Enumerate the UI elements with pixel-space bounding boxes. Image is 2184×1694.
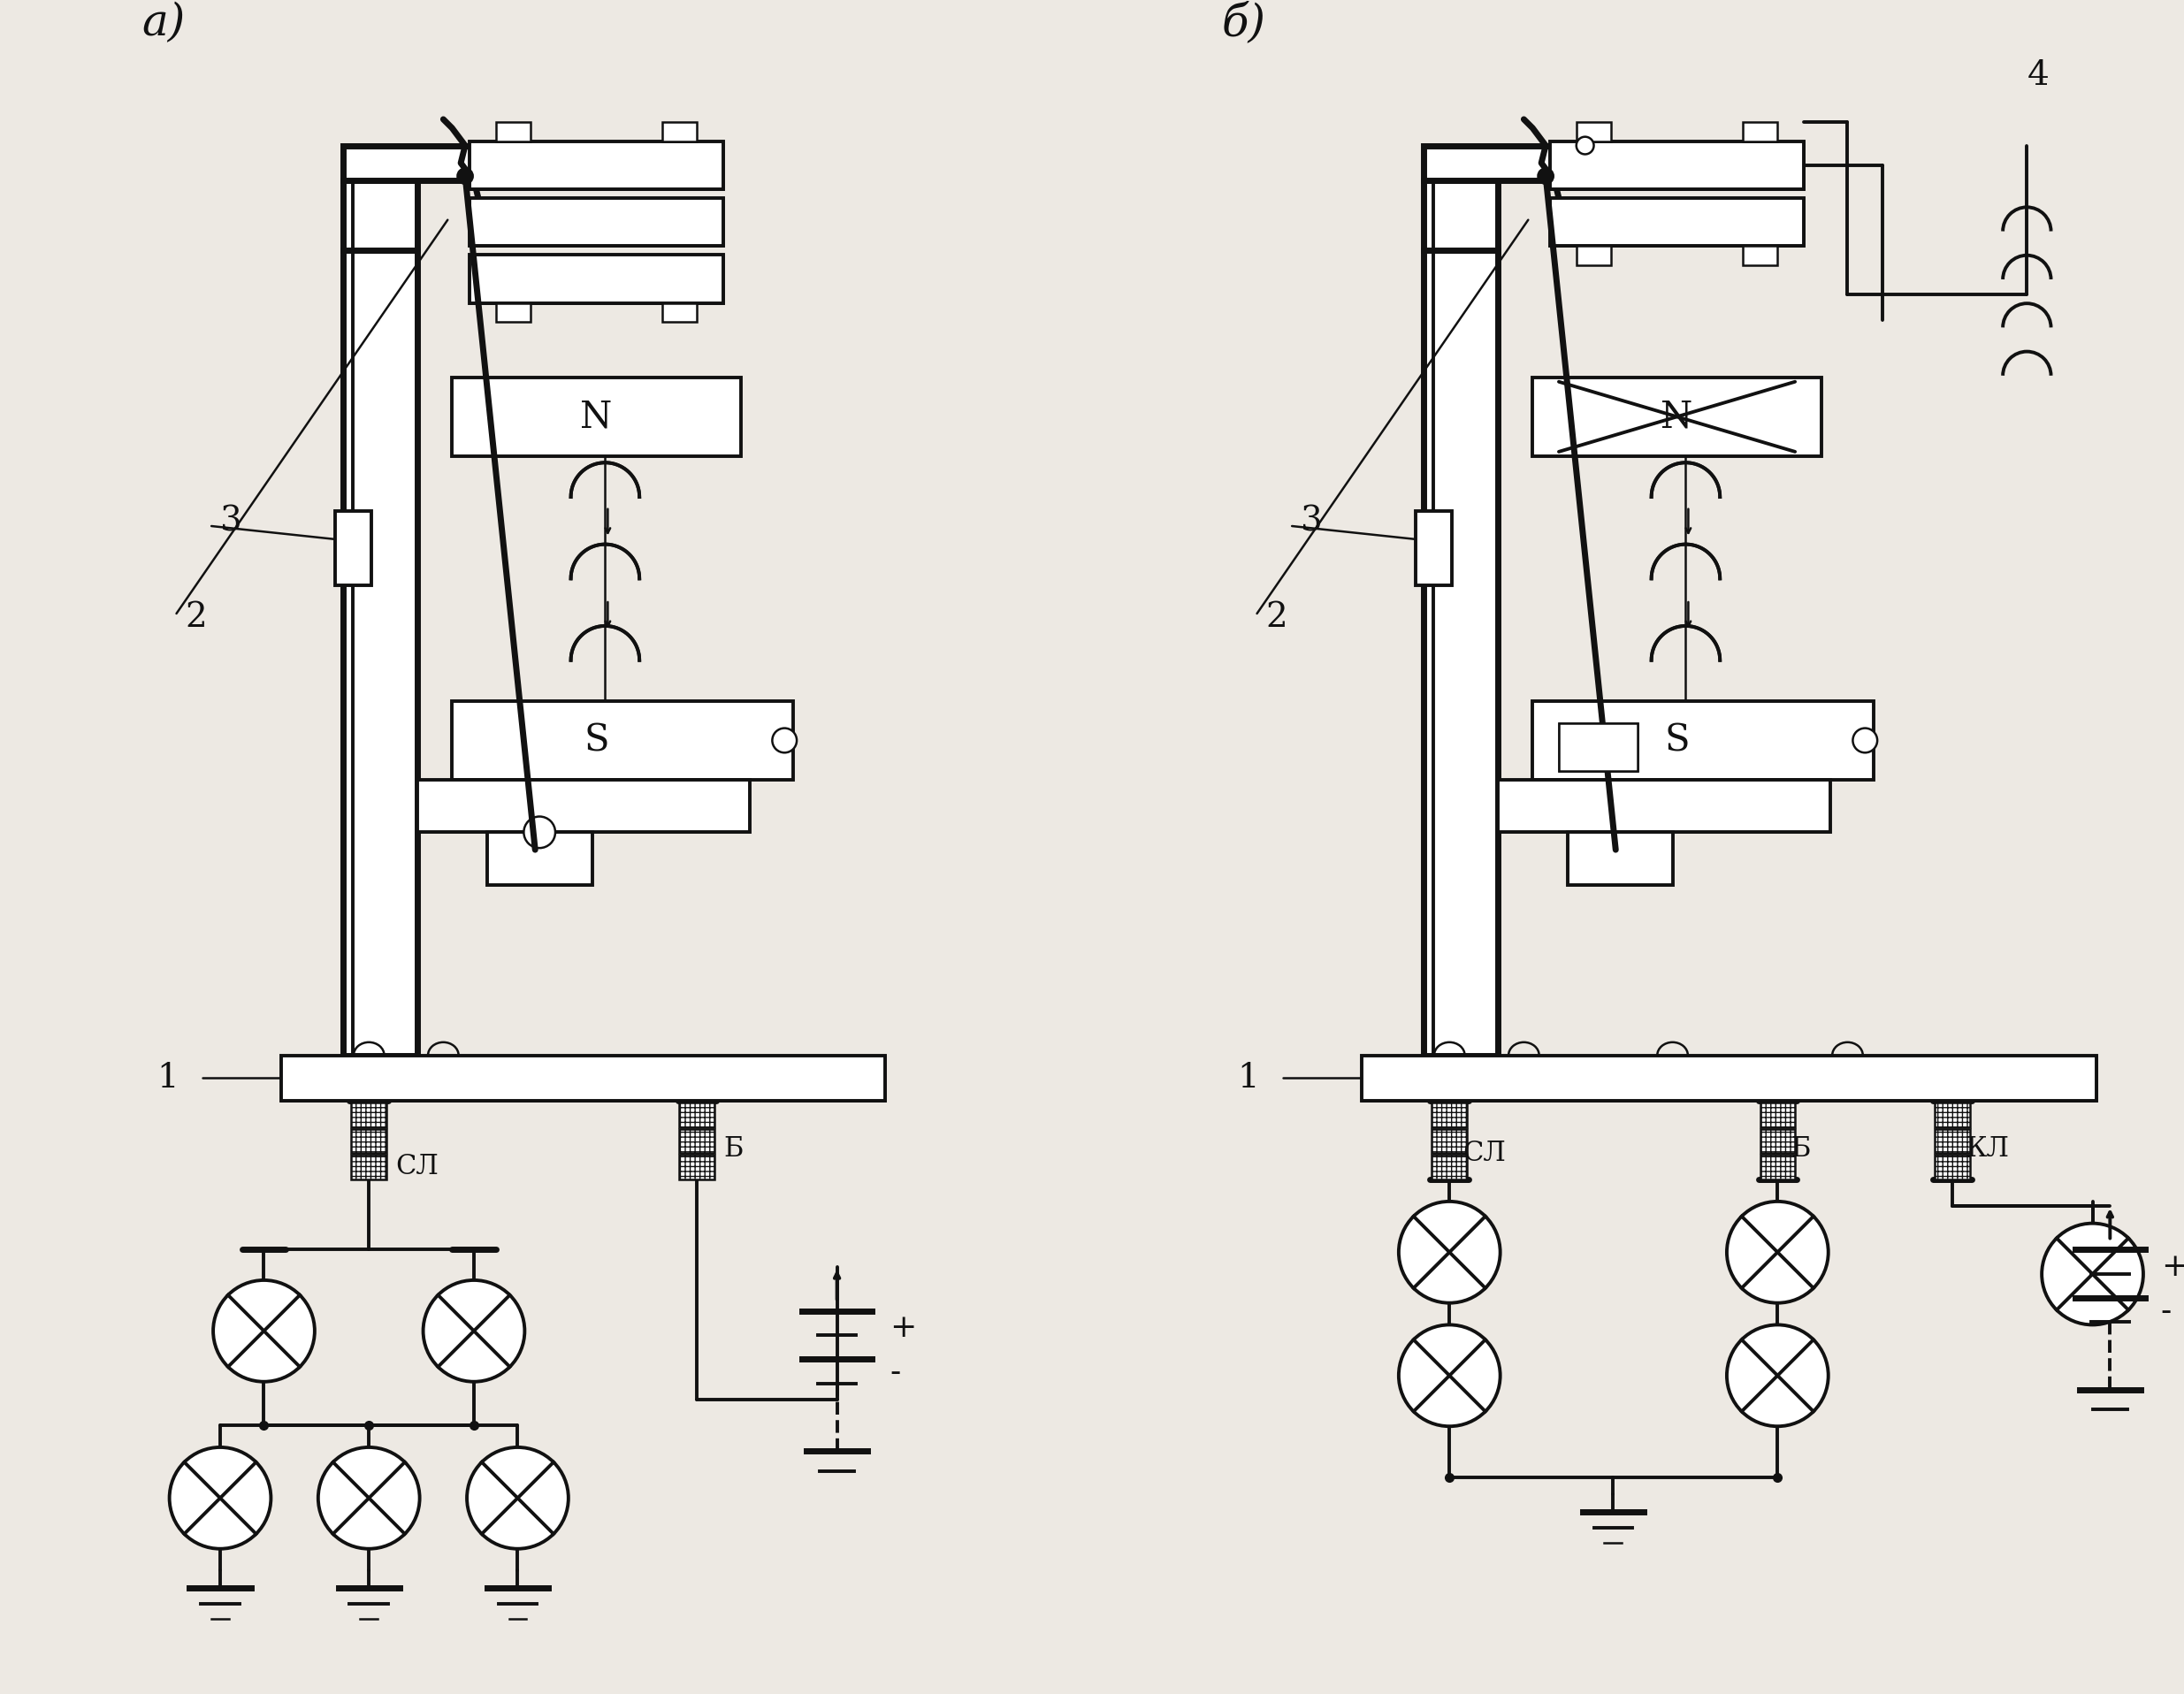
- Bar: [496, 122, 531, 141]
- Text: а): а): [142, 2, 186, 44]
- Bar: [343, 251, 417, 1055]
- Bar: [662, 303, 697, 322]
- Bar: [334, 512, 371, 584]
- Bar: [1533, 701, 1874, 779]
- Bar: [1551, 198, 1804, 246]
- Bar: [1433, 1103, 1468, 1127]
- Bar: [343, 181, 417, 251]
- Text: КЛ: КЛ: [1966, 1135, 2009, 1162]
- Bar: [470, 254, 723, 303]
- Bar: [1577, 122, 1612, 141]
- Bar: [1577, 246, 1612, 266]
- Text: N: N: [1660, 398, 1693, 435]
- Circle shape: [1398, 1325, 1500, 1426]
- Bar: [496, 303, 531, 322]
- Bar: [1424, 251, 1498, 1055]
- Circle shape: [1728, 1201, 1828, 1303]
- Circle shape: [1540, 169, 1553, 183]
- Bar: [470, 141, 723, 190]
- Text: -: -: [889, 1357, 900, 1387]
- Text: СЛ: СЛ: [1463, 1140, 1505, 1167]
- Bar: [1363, 1055, 2097, 1101]
- Bar: [1568, 832, 1673, 884]
- Text: +: +: [889, 1313, 917, 1343]
- Text: б): б): [1223, 2, 1267, 44]
- Text: 3: 3: [221, 505, 242, 539]
- Bar: [1533, 378, 1821, 456]
- Bar: [679, 1155, 714, 1179]
- Circle shape: [319, 1447, 419, 1548]
- Bar: [1551, 141, 1804, 190]
- Bar: [487, 832, 592, 884]
- Bar: [452, 378, 740, 456]
- Circle shape: [467, 1447, 568, 1548]
- Circle shape: [1852, 728, 1878, 752]
- Circle shape: [1398, 1201, 1500, 1303]
- Text: Б: Б: [1791, 1135, 1811, 1162]
- Bar: [470, 198, 723, 246]
- Bar: [282, 1055, 885, 1101]
- Bar: [1935, 1103, 1970, 1127]
- Circle shape: [214, 1281, 314, 1382]
- Circle shape: [773, 728, 797, 752]
- Circle shape: [2042, 1223, 2143, 1325]
- Bar: [343, 146, 679, 181]
- Bar: [1433, 1155, 1468, 1179]
- Text: S: S: [1664, 722, 1690, 759]
- Bar: [470, 141, 723, 190]
- Bar: [1935, 1155, 1970, 1179]
- Bar: [1743, 122, 1778, 141]
- Bar: [1424, 146, 1717, 181]
- Bar: [1498, 779, 1830, 832]
- Text: +: +: [2160, 1252, 2184, 1282]
- Circle shape: [1577, 137, 1594, 154]
- Bar: [1551, 198, 1804, 246]
- Circle shape: [1728, 1325, 1828, 1426]
- Bar: [1415, 512, 1452, 584]
- Text: 2: 2: [186, 601, 207, 634]
- Bar: [1743, 246, 1778, 266]
- Bar: [1935, 1128, 1970, 1154]
- Bar: [679, 1128, 714, 1154]
- Bar: [452, 701, 793, 779]
- Bar: [470, 254, 723, 303]
- Text: СЛ: СЛ: [395, 1152, 439, 1181]
- Bar: [352, 1128, 387, 1154]
- Bar: [1559, 723, 1638, 771]
- Circle shape: [170, 1447, 271, 1548]
- Bar: [352, 1155, 387, 1179]
- Bar: [1559, 723, 1638, 771]
- Bar: [282, 1055, 885, 1101]
- Text: 3: 3: [1302, 505, 1324, 539]
- Text: S: S: [583, 722, 609, 759]
- Bar: [470, 198, 723, 246]
- Bar: [662, 122, 697, 141]
- Circle shape: [424, 1281, 524, 1382]
- Text: 1: 1: [1238, 1062, 1260, 1094]
- Bar: [1363, 1055, 2097, 1101]
- Circle shape: [524, 817, 555, 849]
- Bar: [1760, 1155, 1795, 1179]
- Bar: [1433, 1128, 1468, 1154]
- Text: -: -: [2160, 1296, 2171, 1326]
- Bar: [1551, 141, 1804, 190]
- Bar: [679, 1103, 714, 1127]
- Text: 1: 1: [157, 1062, 179, 1094]
- Text: 2: 2: [1267, 601, 1289, 634]
- Bar: [1424, 181, 1498, 251]
- Bar: [1760, 1103, 1795, 1127]
- Text: 4: 4: [2027, 59, 2049, 91]
- Text: N: N: [581, 398, 612, 435]
- Bar: [1760, 1128, 1795, 1154]
- Text: Б: Б: [723, 1135, 743, 1162]
- Bar: [352, 1103, 387, 1127]
- Bar: [417, 779, 749, 832]
- Circle shape: [459, 169, 472, 183]
